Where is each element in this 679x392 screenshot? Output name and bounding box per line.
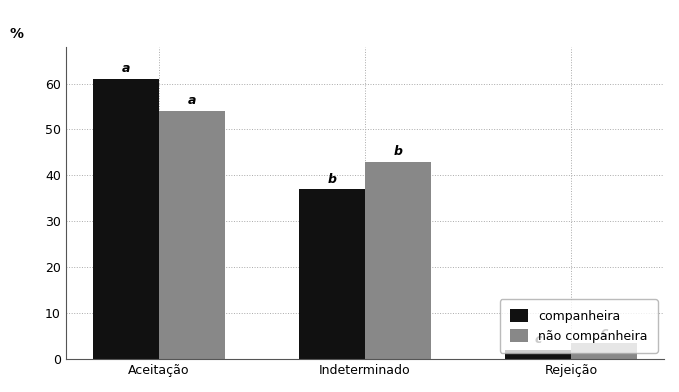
Bar [571,343,637,359]
Text: a: a [122,62,130,75]
Text: b: b [393,145,403,158]
Text: c: c [534,333,542,346]
Text: %: % [10,27,24,40]
Bar [505,350,571,359]
Text: b: b [327,172,337,185]
Bar [93,79,159,359]
Bar [159,111,225,359]
Legend: companheira, não companheira: companheira, não companheira [500,299,658,353]
Bar [365,162,431,359]
Text: c: c [600,327,608,339]
Bar [299,189,365,359]
Text: a: a [187,94,196,107]
